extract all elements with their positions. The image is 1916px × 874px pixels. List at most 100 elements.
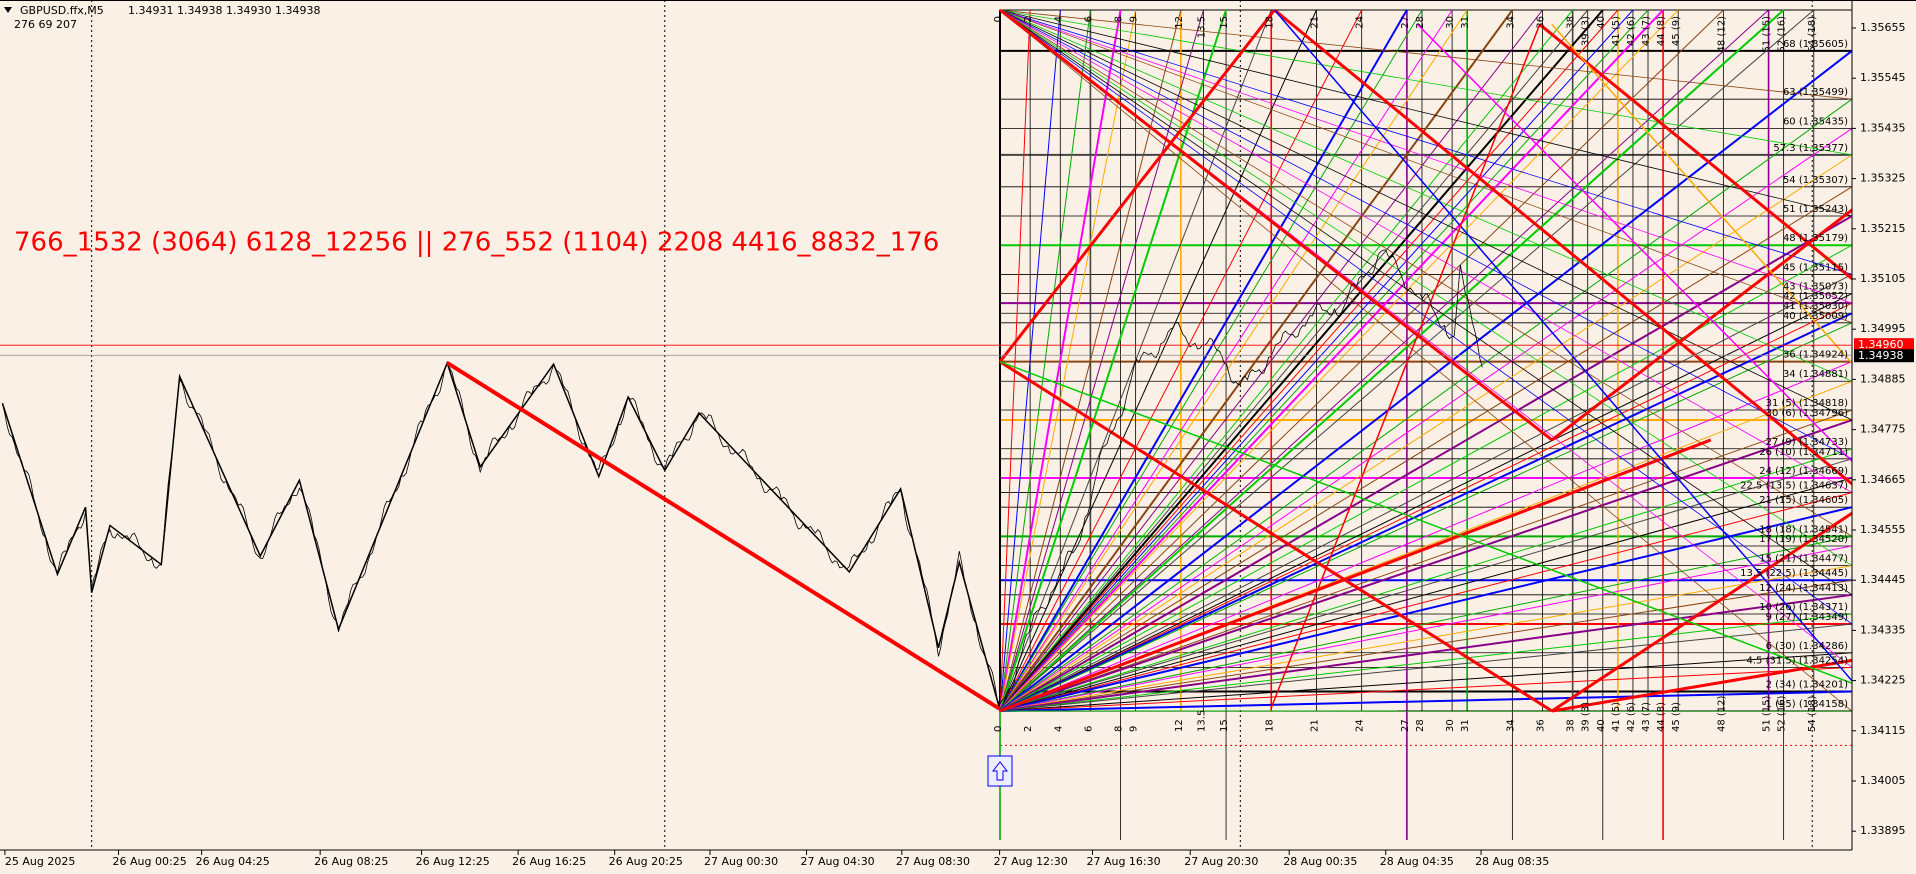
time-count-label: 41 (5) [1611,702,1622,732]
level-label: 45 (1.35115) [1783,262,1848,273]
time-label: 26 Aug 12:25 [416,855,490,868]
level-label: 22.5 (13.5) (1.34637) [1740,481,1848,492]
time-count-label: 9 [1129,726,1140,732]
zigzag [1,360,1001,709]
fan-line [999,593,1853,712]
gann-red [999,438,1712,713]
level-label: 6 (30) (1.34286) [1766,641,1849,652]
trend-line [446,361,1001,711]
fan-line [999,9,1785,712]
gann-red [1538,23,1856,283]
time-count-label-top: 0 [993,16,1004,22]
time-count-label: 24 [1355,719,1366,732]
fan-line [999,9,1363,712]
gann-red [999,8,1553,442]
fan-line [999,9,1619,712]
fan-line [999,652,1853,712]
time-label: 28 Aug 08:35 [1475,855,1549,868]
fan-line [999,9,1468,712]
button-icon [991,761,1009,781]
button-frame[interactable] [987,755,1013,787]
fan-line [999,9,1137,712]
fan-line [999,9,1815,712]
price-label: 1.33895 [1860,824,1906,837]
price-label: 1.34335 [1860,623,1906,636]
level-label: 2 (34) (1.34201) [1766,680,1849,691]
gann-diag [999,361,1856,686]
current-label: 1.34938 [1858,349,1904,362]
time-label: 26 Aug 16:25 [512,855,586,868]
time-count-label-top: 48 (12) [1716,16,1727,53]
gann-diag [1551,23,1856,368]
time-count-label-top: 45 (9) [1671,16,1682,46]
gann-red [998,9,1276,363]
time-count-label-top: 21 [1309,16,1320,29]
fan-line [999,50,1853,712]
fan-line [999,690,1853,712]
time-count-label: 54 (18) [1807,695,1818,732]
level-label: 4.5 (31.5) (1.34254) [1747,655,1849,666]
time-count-label: 38 [1566,719,1577,732]
time-count-label-top: 18 [1264,16,1275,29]
time-label: 27 Aug 00:30 [704,855,778,868]
time-count-label: 39 (3) [1581,702,1592,732]
time-count-label: 36 [1536,719,1547,732]
fan-line [999,545,1853,712]
fan-line [999,9,1091,712]
time-label: 27 Aug 20:30 [1184,855,1258,868]
level-label: 18 (18) (1.34541) [1759,524,1848,535]
level-label: 63 (1.35499) [1783,87,1848,98]
price-label: 1.35105 [1860,272,1906,285]
fan-line [999,9,1853,460]
level-label: 57.3 (1.35377) [1773,143,1848,154]
fan-line [999,9,1423,712]
level-label: 1 (35) (1.34158) [1766,699,1849,710]
price-axis-bg [1852,0,1916,874]
time-label: 28 Aug 00:35 [1283,855,1357,868]
fan-line [999,9,1853,625]
time-count-label: 34 [1505,719,1516,732]
gann-red [1551,658,1856,713]
fan-line [999,9,1853,217]
gann-diag [1270,24,1541,710]
fan-line [999,302,1853,712]
time-count-label: 44 (8) [1656,702,1667,732]
level-label: 41 (1.35030) [1783,301,1848,312]
time-count-label: 8 [1114,726,1125,732]
fan-line [999,215,1853,712]
price-label: 1.34445 [1860,573,1906,586]
level-label: 12 (24) (1.34413) [1759,583,1848,594]
fan-line [999,9,1853,712]
time-count-label: 12 [1174,719,1185,732]
time-label: 28 Aug 04:35 [1380,855,1454,868]
time-count-label-top: 52 (16) [1777,16,1788,53]
fan-line [999,9,1679,712]
fan-line [999,9,1853,100]
fan-line [999,9,1853,537]
menu-arrow[interactable] [4,7,12,13]
price-label: 1.35655 [1860,21,1906,34]
fan-line [999,9,1853,304]
fan-line [999,9,1514,712]
price-label: 1.34555 [1860,523,1906,536]
level-label: 26 (10) (1.34711) [1759,447,1848,458]
time-label: 25 Aug 2025 [5,855,75,868]
fan-line [999,154,1853,712]
level-label: 31 (5) (1.34818) [1766,398,1849,409]
fan-line [999,9,1031,712]
upload-button[interactable] [987,755,1013,787]
level-label: 40 (1.35009) [1783,311,1848,322]
level-label: 24 (12) (1.34669) [1759,466,1848,477]
time-count-label-top: 54 (18) [1807,16,1818,53]
time-count-label: 2 [1023,726,1034,732]
level-label: 13.5 (22.5) (1.34445) [1740,568,1848,579]
fan-line [999,9,1317,712]
time-label: 27 Aug 04:30 [801,855,875,868]
fan-line [999,322,1853,712]
fan-line [999,535,1853,712]
gann-red [1551,206,1856,442]
time-count-label-top: 42 (6) [1626,16,1637,46]
fan-line [999,127,1853,712]
